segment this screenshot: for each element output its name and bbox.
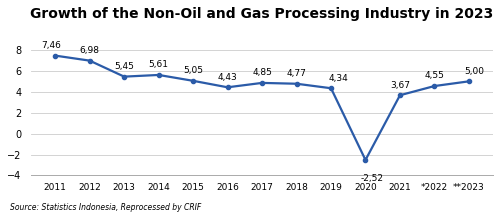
Text: 4,43: 4,43: [218, 73, 238, 82]
Text: -2,52: -2,52: [361, 174, 384, 183]
Text: 4,55: 4,55: [424, 71, 444, 80]
Text: 5,00: 5,00: [464, 67, 484, 76]
Text: 3,67: 3,67: [390, 81, 410, 90]
Text: 6,98: 6,98: [80, 46, 100, 55]
Text: 4,34: 4,34: [328, 74, 348, 83]
Text: 5,61: 5,61: [148, 60, 169, 69]
Title: Growth of the Non-Oil and Gas Processing Industry in 2023: Growth of the Non-Oil and Gas Processing…: [30, 7, 493, 21]
Text: 5,05: 5,05: [183, 66, 203, 75]
Text: 4,85: 4,85: [252, 68, 272, 77]
Text: 5,45: 5,45: [114, 62, 134, 71]
Text: 4,77: 4,77: [286, 69, 306, 78]
Text: Source: Statistics Indonesia, Reprocessed by CRIF: Source: Statistics Indonesia, Reprocesse…: [10, 203, 201, 212]
Text: 7,46: 7,46: [41, 41, 61, 50]
